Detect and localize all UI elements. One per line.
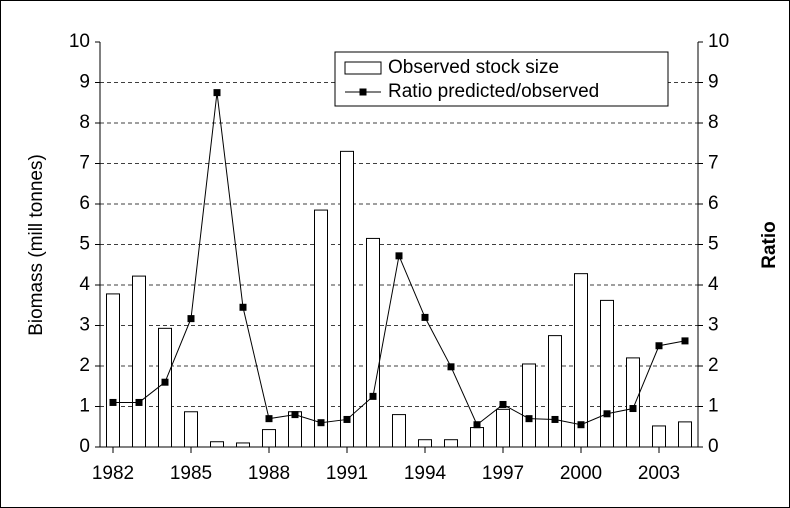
x-tick-label: 1982 — [92, 463, 134, 484]
bar — [184, 411, 198, 448]
marker — [109, 398, 117, 406]
y-tick-label: 9 — [79, 72, 90, 93]
bar — [340, 150, 354, 448]
bar — [574, 273, 588, 448]
x-tick-label: 1994 — [404, 463, 447, 484]
bar — [496, 408, 510, 448]
bar — [522, 363, 536, 448]
marker — [421, 313, 429, 321]
x-tick-label: 2003 — [638, 463, 680, 484]
y2-tick-label: 3 — [708, 315, 719, 336]
x-tick-label: 1988 — [248, 463, 290, 484]
x-tick-label: 2000 — [560, 463, 602, 484]
y-tick-label: 2 — [79, 355, 90, 376]
bar — [158, 327, 172, 448]
y-axis-label: Biomass (mill tonnes) — [26, 154, 47, 336]
y-tick-label: 6 — [79, 193, 90, 214]
marker — [447, 363, 455, 371]
bar — [600, 299, 614, 448]
marker — [629, 405, 637, 413]
y-tick-label: 0 — [79, 436, 90, 457]
y-tick-label: 7 — [79, 153, 90, 174]
bar — [652, 425, 666, 448]
marker — [577, 421, 585, 429]
marker — [213, 89, 221, 97]
marker — [681, 337, 689, 345]
legend-swatch — [359, 88, 367, 96]
marker — [473, 421, 481, 429]
y2-tick-label: 1 — [708, 396, 719, 417]
y2-tick-label: 6 — [708, 193, 719, 214]
y2-tick-label: 9 — [708, 72, 719, 93]
y2-tick-label: 4 — [708, 274, 719, 295]
x-tick-label: 1997 — [482, 463, 524, 484]
marker — [265, 415, 273, 423]
y-tick-label: 1 — [79, 396, 90, 417]
marker — [525, 415, 533, 423]
bar — [470, 427, 484, 448]
bar — [418, 439, 432, 448]
legend-box — [334, 51, 669, 107]
marker — [395, 252, 403, 260]
y2-tick-label: 10 — [708, 31, 729, 52]
bar — [236, 442, 250, 448]
marker — [655, 342, 663, 350]
y2-tick-label: 2 — [708, 355, 719, 376]
bar — [548, 335, 562, 448]
legend-label: Observed stock size — [388, 57, 559, 78]
x-tick-label: 1991 — [326, 463, 368, 484]
marker — [161, 378, 169, 386]
bar — [626, 357, 640, 448]
marker — [317, 419, 325, 427]
y2-axis-label: Ratio — [759, 221, 780, 269]
y-tick-label: 10 — [69, 31, 90, 52]
marker — [291, 411, 299, 419]
bar — [132, 275, 146, 448]
marker — [239, 303, 247, 311]
x-tick-label: 1985 — [170, 463, 212, 484]
bar — [262, 429, 276, 448]
marker — [187, 315, 195, 323]
y2-tick-label: 5 — [708, 234, 719, 255]
y2-tick-label: 7 — [708, 153, 719, 174]
legend-swatch — [344, 61, 382, 75]
marker — [343, 415, 351, 423]
bar — [210, 441, 224, 448]
marker — [369, 392, 377, 400]
bar — [314, 209, 328, 448]
marker — [551, 415, 559, 423]
marker — [499, 400, 507, 408]
y-tick-label: 3 — [79, 315, 90, 336]
bar — [106, 293, 120, 448]
bar — [444, 439, 458, 448]
y-tick-label: 8 — [79, 112, 90, 133]
marker — [603, 410, 611, 418]
bar — [392, 414, 406, 448]
bar — [678, 421, 692, 448]
y-tick-label: 5 — [79, 234, 90, 255]
y2-tick-label: 0 — [708, 436, 719, 457]
y2-tick-label: 8 — [708, 112, 719, 133]
bar — [366, 237, 380, 448]
y-tick-label: 4 — [79, 274, 90, 295]
legend-label: Ratio predicted/observed — [388, 81, 599, 102]
marker — [135, 398, 143, 406]
